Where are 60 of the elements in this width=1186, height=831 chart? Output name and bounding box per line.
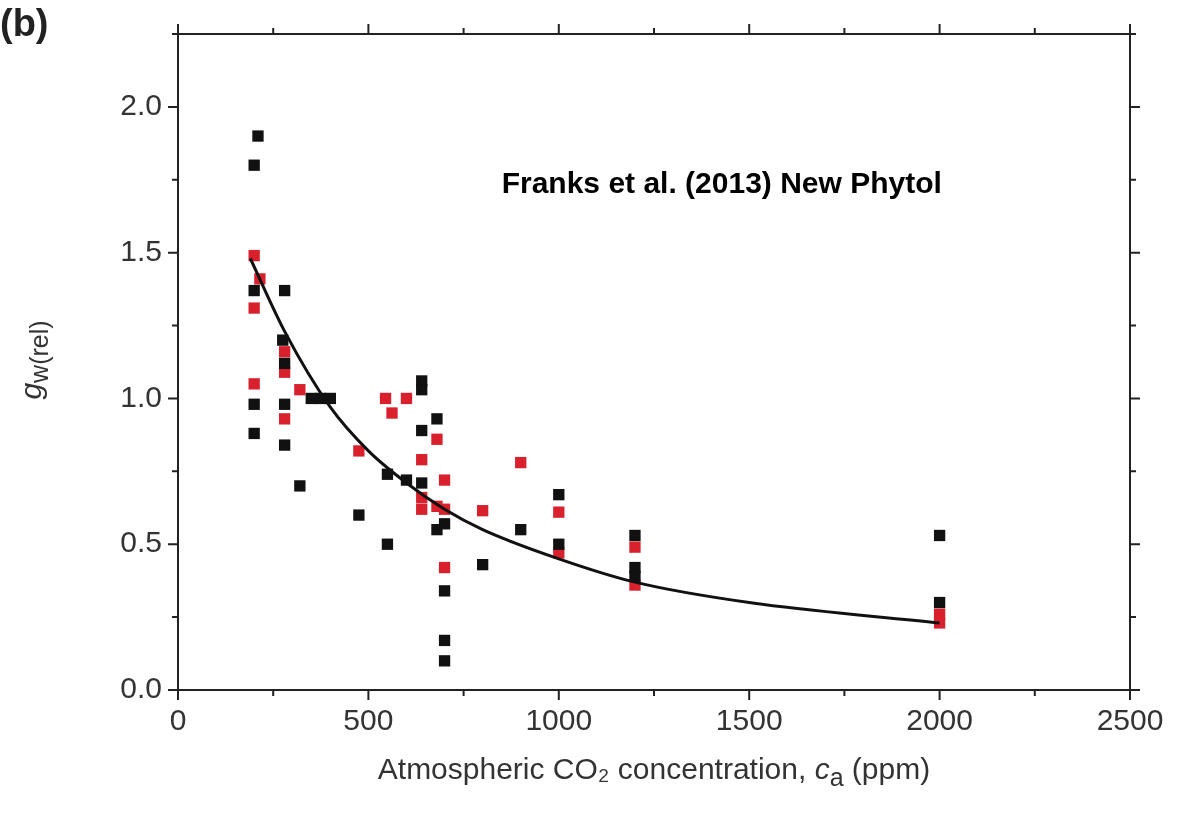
point bbox=[629, 541, 641, 553]
point bbox=[278, 413, 291, 425]
point bbox=[515, 523, 527, 536]
y-tick-label: 2.0 bbox=[120, 88, 162, 122]
point bbox=[431, 433, 443, 445]
annotation: Franks et al. (2013) New Phytol bbox=[501, 166, 942, 200]
point bbox=[438, 655, 451, 667]
point bbox=[933, 596, 946, 609]
x-tick-label: 1500 bbox=[715, 703, 783, 737]
point bbox=[476, 558, 489, 571]
point bbox=[431, 413, 443, 425]
point bbox=[379, 392, 392, 405]
point bbox=[438, 474, 451, 486]
point bbox=[553, 489, 565, 501]
x-tick-label: 2500 bbox=[1096, 703, 1164, 737]
point bbox=[553, 538, 565, 550]
point bbox=[248, 302, 260, 314]
y-tick-label: 0.5 bbox=[120, 525, 162, 559]
point bbox=[416, 477, 428, 489]
point bbox=[278, 346, 291, 358]
point bbox=[278, 284, 291, 297]
point bbox=[248, 427, 260, 440]
x-tick-label: 0 bbox=[169, 703, 187, 737]
point bbox=[248, 398, 260, 410]
point bbox=[277, 334, 289, 346]
point bbox=[400, 392, 413, 405]
point bbox=[476, 505, 489, 517]
x-tick-label: 500 bbox=[343, 703, 394, 737]
point bbox=[278, 357, 291, 370]
point bbox=[381, 538, 394, 550]
x-axis-title: Atmospheric CO₂ concentration, c$_{a}$ (ppm) bbox=[376, 752, 932, 792]
point bbox=[294, 384, 306, 396]
point bbox=[386, 407, 398, 419]
point bbox=[248, 378, 260, 390]
point bbox=[933, 529, 946, 542]
point bbox=[248, 284, 260, 297]
point bbox=[553, 506, 565, 518]
point bbox=[438, 634, 451, 647]
point bbox=[416, 384, 428, 396]
point bbox=[278, 439, 291, 451]
point bbox=[438, 585, 451, 597]
point bbox=[294, 480, 306, 492]
point bbox=[629, 529, 641, 542]
y-tick-label: 1.5 bbox=[120, 233, 162, 267]
x-tick-label: 1000 bbox=[525, 703, 593, 737]
point bbox=[278, 398, 291, 410]
point bbox=[353, 509, 365, 521]
x-tick-label: 2000 bbox=[906, 703, 973, 737]
point bbox=[252, 130, 264, 142]
point bbox=[515, 456, 527, 469]
chart-title: (b) bbox=[0, 2, 49, 45]
y-tick-label: 1.0 bbox=[120, 379, 162, 413]
point bbox=[416, 424, 428, 437]
point bbox=[431, 523, 443, 536]
point bbox=[416, 454, 428, 466]
point bbox=[248, 159, 260, 171]
point bbox=[438, 561, 451, 574]
point bbox=[353, 445, 365, 457]
point bbox=[416, 503, 428, 515]
y-tick-label: 0.0 bbox=[120, 671, 162, 705]
